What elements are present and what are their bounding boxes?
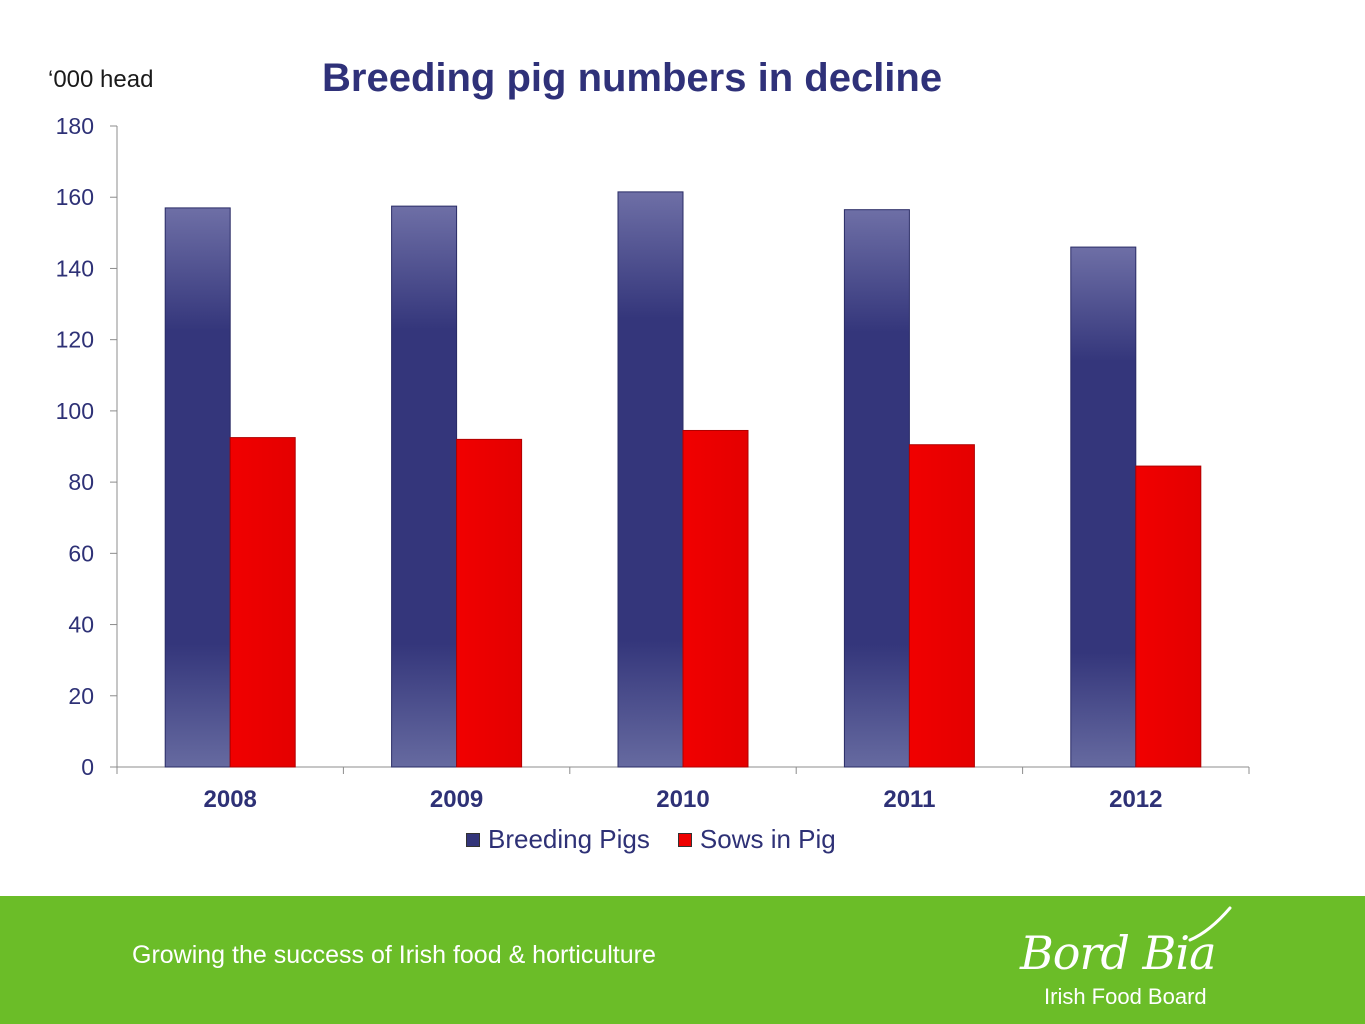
x-tick-label: 2009 bbox=[430, 786, 483, 813]
legend-item-sows-in-pig: Sows in Pig bbox=[677, 824, 836, 855]
y-tick-label: 140 bbox=[56, 255, 94, 281]
bar-breeding-pigs-2011 bbox=[843, 209, 910, 768]
logo-wordmark: Bord Bia bbox=[1020, 926, 1216, 980]
y-tick-label: 80 bbox=[68, 469, 94, 495]
bar-breeding-pigs-2008 bbox=[164, 207, 231, 768]
bar-sows-in-pig-2011 bbox=[908, 444, 975, 768]
legend: Breeding Pigs Sows in Pig bbox=[466, 824, 864, 855]
y-axis-unit-label: ‘000 head bbox=[48, 66, 154, 93]
legend-label-breeding-pigs: Breeding Pigs bbox=[488, 824, 650, 854]
bar-chart: 0 20 40 60 80 100 120 140 160 180 2008 2009 2010 2011… bbox=[56, 113, 1250, 813]
legend-item-breeding-pigs: Breeding Pigs bbox=[466, 824, 650, 855]
x-tick-label: 2008 bbox=[204, 786, 257, 813]
bar-sows-in-pig-2010 bbox=[682, 429, 749, 768]
y-tick-label: 60 bbox=[68, 540, 94, 566]
y-tick-label: 180 bbox=[56, 113, 94, 139]
bar-breeding-pigs-2009 bbox=[391, 205, 458, 768]
y-tick-label: 120 bbox=[56, 327, 94, 353]
bar-breeding-pigs-2010 bbox=[617, 191, 684, 768]
footer-bar: Growing the success of Irish food & hort… bbox=[0, 896, 1365, 1024]
bord-bia-logo: Bord Bia Irish Food Board bbox=[1010, 904, 1250, 1019]
bar-sows-in-pig-2008 bbox=[229, 437, 296, 768]
y-tick-label: 100 bbox=[56, 398, 94, 424]
axes: 0 20 40 60 80 100 120 140 160 180 2008 2009 2010 2011… bbox=[56, 113, 1250, 813]
bars bbox=[164, 191, 1202, 768]
y-tick-label: 160 bbox=[56, 184, 94, 210]
x-tick-label: 2012 bbox=[1109, 786, 1162, 813]
x-tick-label: 2011 bbox=[883, 786, 935, 813]
bar-sows-in-pig-2009 bbox=[456, 438, 523, 768]
y-tick-label: 0 bbox=[81, 754, 94, 780]
logo-subtitle: Irish Food Board bbox=[1044, 984, 1207, 1009]
bar-breeding-pigs-2012 bbox=[1070, 246, 1137, 768]
x-tick-label: 2010 bbox=[656, 786, 709, 813]
legend-swatch-breeding-pigs bbox=[466, 832, 480, 847]
logo-swoosh-icon bbox=[1188, 906, 1232, 942]
bar-sows-in-pig-2012 bbox=[1135, 465, 1202, 768]
y-tick-label: 20 bbox=[68, 683, 94, 709]
legend-swatch-sows-in-pig bbox=[677, 832, 692, 847]
y-tick-label: 40 bbox=[68, 612, 94, 638]
legend-label-sows-in-pig: Sows in Pig bbox=[699, 824, 836, 854]
footer-tagline: Growing the success of Irish food & hort… bbox=[132, 941, 656, 969]
chart-title: Breeding pig numbers in decline bbox=[322, 56, 943, 100]
